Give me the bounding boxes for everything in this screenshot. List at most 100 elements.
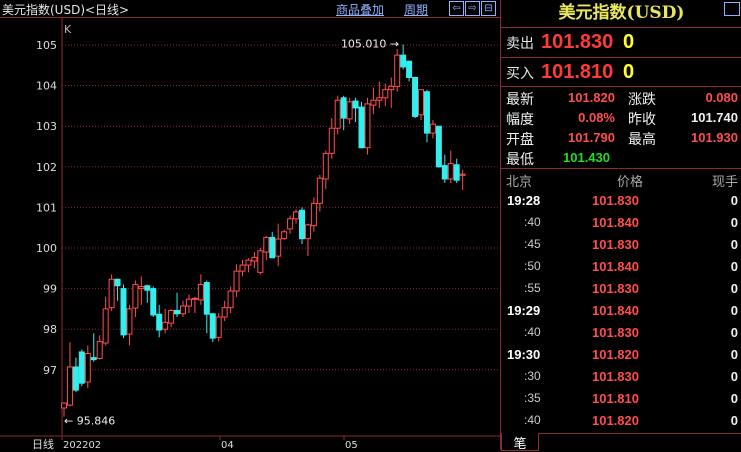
stat-value: 101.740: [691, 110, 738, 125]
candle: [412, 76, 419, 119]
candle-body: [61, 402, 67, 409]
candle: [346, 97, 353, 125]
candle-body: [435, 125, 442, 168]
candle: [78, 349, 85, 387]
ticks-list[interactable]: 19:28 101.830 0:40 101.840 0:45 101.830 0:50 10…: [501, 190, 741, 430]
tick-volume: 0: [730, 325, 738, 340]
quote-panel: 美元指数(USD) 卖出 101.830 0 买入 101.810 0 最新 10…: [500, 0, 741, 452]
tick-volume: 0: [730, 215, 738, 230]
candle-body: [174, 310, 181, 315]
y-tick-label: 103: [36, 120, 57, 133]
candle: [162, 308, 169, 334]
candle: [459, 169, 466, 190]
tick-time: :50: [524, 259, 541, 273]
candle: [388, 77, 395, 108]
tabs-bar: 笔: [501, 433, 741, 452]
stat-label: 涨跌: [628, 92, 656, 108]
candle: [423, 89, 430, 143]
tick-row: :40 101.840 0: [501, 212, 741, 234]
candle-body: [406, 60, 413, 78]
candle: [418, 89, 424, 121]
candle: [293, 209, 300, 224]
sell-label: 卖出: [506, 36, 534, 52]
instrument-name: 美元指数(USD): [558, 3, 685, 23]
tick-price: 101.810: [592, 391, 639, 406]
chart-toolbar: 美元指数(USD)<日线> 商品叠加 周期 ⇦ ⇨ ⊟: [0, 0, 500, 18]
candle-body: [221, 307, 228, 318]
candlestick-chart[interactable]: K 105 104 103 102 101 100 99 98 97 202202 04 05 日线 105…: [0, 18, 500, 450]
x-tick-label: 04: [221, 440, 234, 450]
col-price: 价格: [617, 175, 644, 190]
candle: [358, 101, 365, 149]
sell-price: 101.830: [541, 31, 614, 53]
candle: [269, 231, 276, 259]
candle-body: [394, 54, 401, 87]
candle-body: [441, 165, 448, 180]
candle: [287, 215, 294, 234]
candle-body: [203, 282, 210, 315]
stat-label: 最低: [506, 152, 534, 168]
candle: [400, 44, 407, 70]
candle: [447, 150, 454, 184]
candle: [453, 158, 460, 184]
candle-body: [328, 127, 335, 154]
candle: [168, 308, 175, 328]
tick-volume: 0: [730, 281, 738, 296]
tab-ticks[interactable]: 笔: [501, 433, 539, 452]
candle-body: [108, 278, 115, 309]
candle: [352, 97, 359, 123]
candle-body: [364, 103, 371, 149]
candle: [299, 207, 305, 244]
candle-body: [299, 209, 305, 240]
candle: [251, 252, 258, 269]
candle-body: [352, 100, 359, 109]
tick-price: 101.830: [592, 281, 639, 296]
tick-time: :45: [524, 237, 541, 251]
overlay-link[interactable]: 商品叠加: [336, 3, 385, 17]
candle-body: [382, 89, 389, 99]
stat-value: 101.820: [568, 90, 615, 105]
candle: [203, 280, 210, 334]
candle: [96, 335, 103, 360]
candle: [197, 274, 204, 305]
candle: [209, 312, 216, 343]
candle-body: [281, 231, 288, 240]
max-price-label: 105.010 →: [341, 38, 399, 51]
candle-body: [233, 270, 240, 292]
stat-value: 0.080: [705, 90, 738, 105]
candle: [185, 294, 192, 313]
candle-body: [376, 97, 383, 101]
candle-body: [66, 366, 73, 406]
tick-time: :30: [524, 369, 541, 383]
candle: [90, 333, 97, 362]
stat-label: 开盘: [506, 132, 534, 148]
candle-body: [257, 250, 264, 273]
candle: [376, 81, 383, 108]
scroll-left-button[interactable]: ⇦: [449, 1, 464, 16]
tick-price: 101.820: [592, 413, 639, 428]
candle: [394, 49, 401, 92]
tick-volume: 0: [730, 347, 738, 362]
scroll-right-button[interactable]: ⇨: [465, 1, 480, 16]
buy-label: 买入: [506, 66, 534, 82]
period-link[interactable]: 周期: [404, 3, 429, 17]
tick-volume: 0: [730, 193, 738, 208]
candle: [334, 95, 341, 135]
candle: [102, 296, 109, 346]
candle-body: [418, 89, 424, 116]
candle: [150, 286, 157, 318]
maximize-icon[interactable]: [724, 2, 740, 16]
split-view-button[interactable]: ⊟: [481, 1, 496, 16]
candle-body: [316, 177, 323, 204]
tick-volume: 0: [730, 259, 738, 274]
y-tick-label: 98: [43, 323, 57, 336]
sell-volume: 0: [623, 31, 635, 53]
candle: [322, 150, 329, 190]
candle: [304, 223, 311, 257]
candle-body: [322, 152, 329, 180]
x-tick-label: 202202: [63, 440, 101, 450]
y-tick-label: 100: [36, 242, 57, 255]
candle-body: [304, 224, 311, 240]
candle-body: [412, 76, 419, 117]
candle-body: [126, 308, 133, 335]
